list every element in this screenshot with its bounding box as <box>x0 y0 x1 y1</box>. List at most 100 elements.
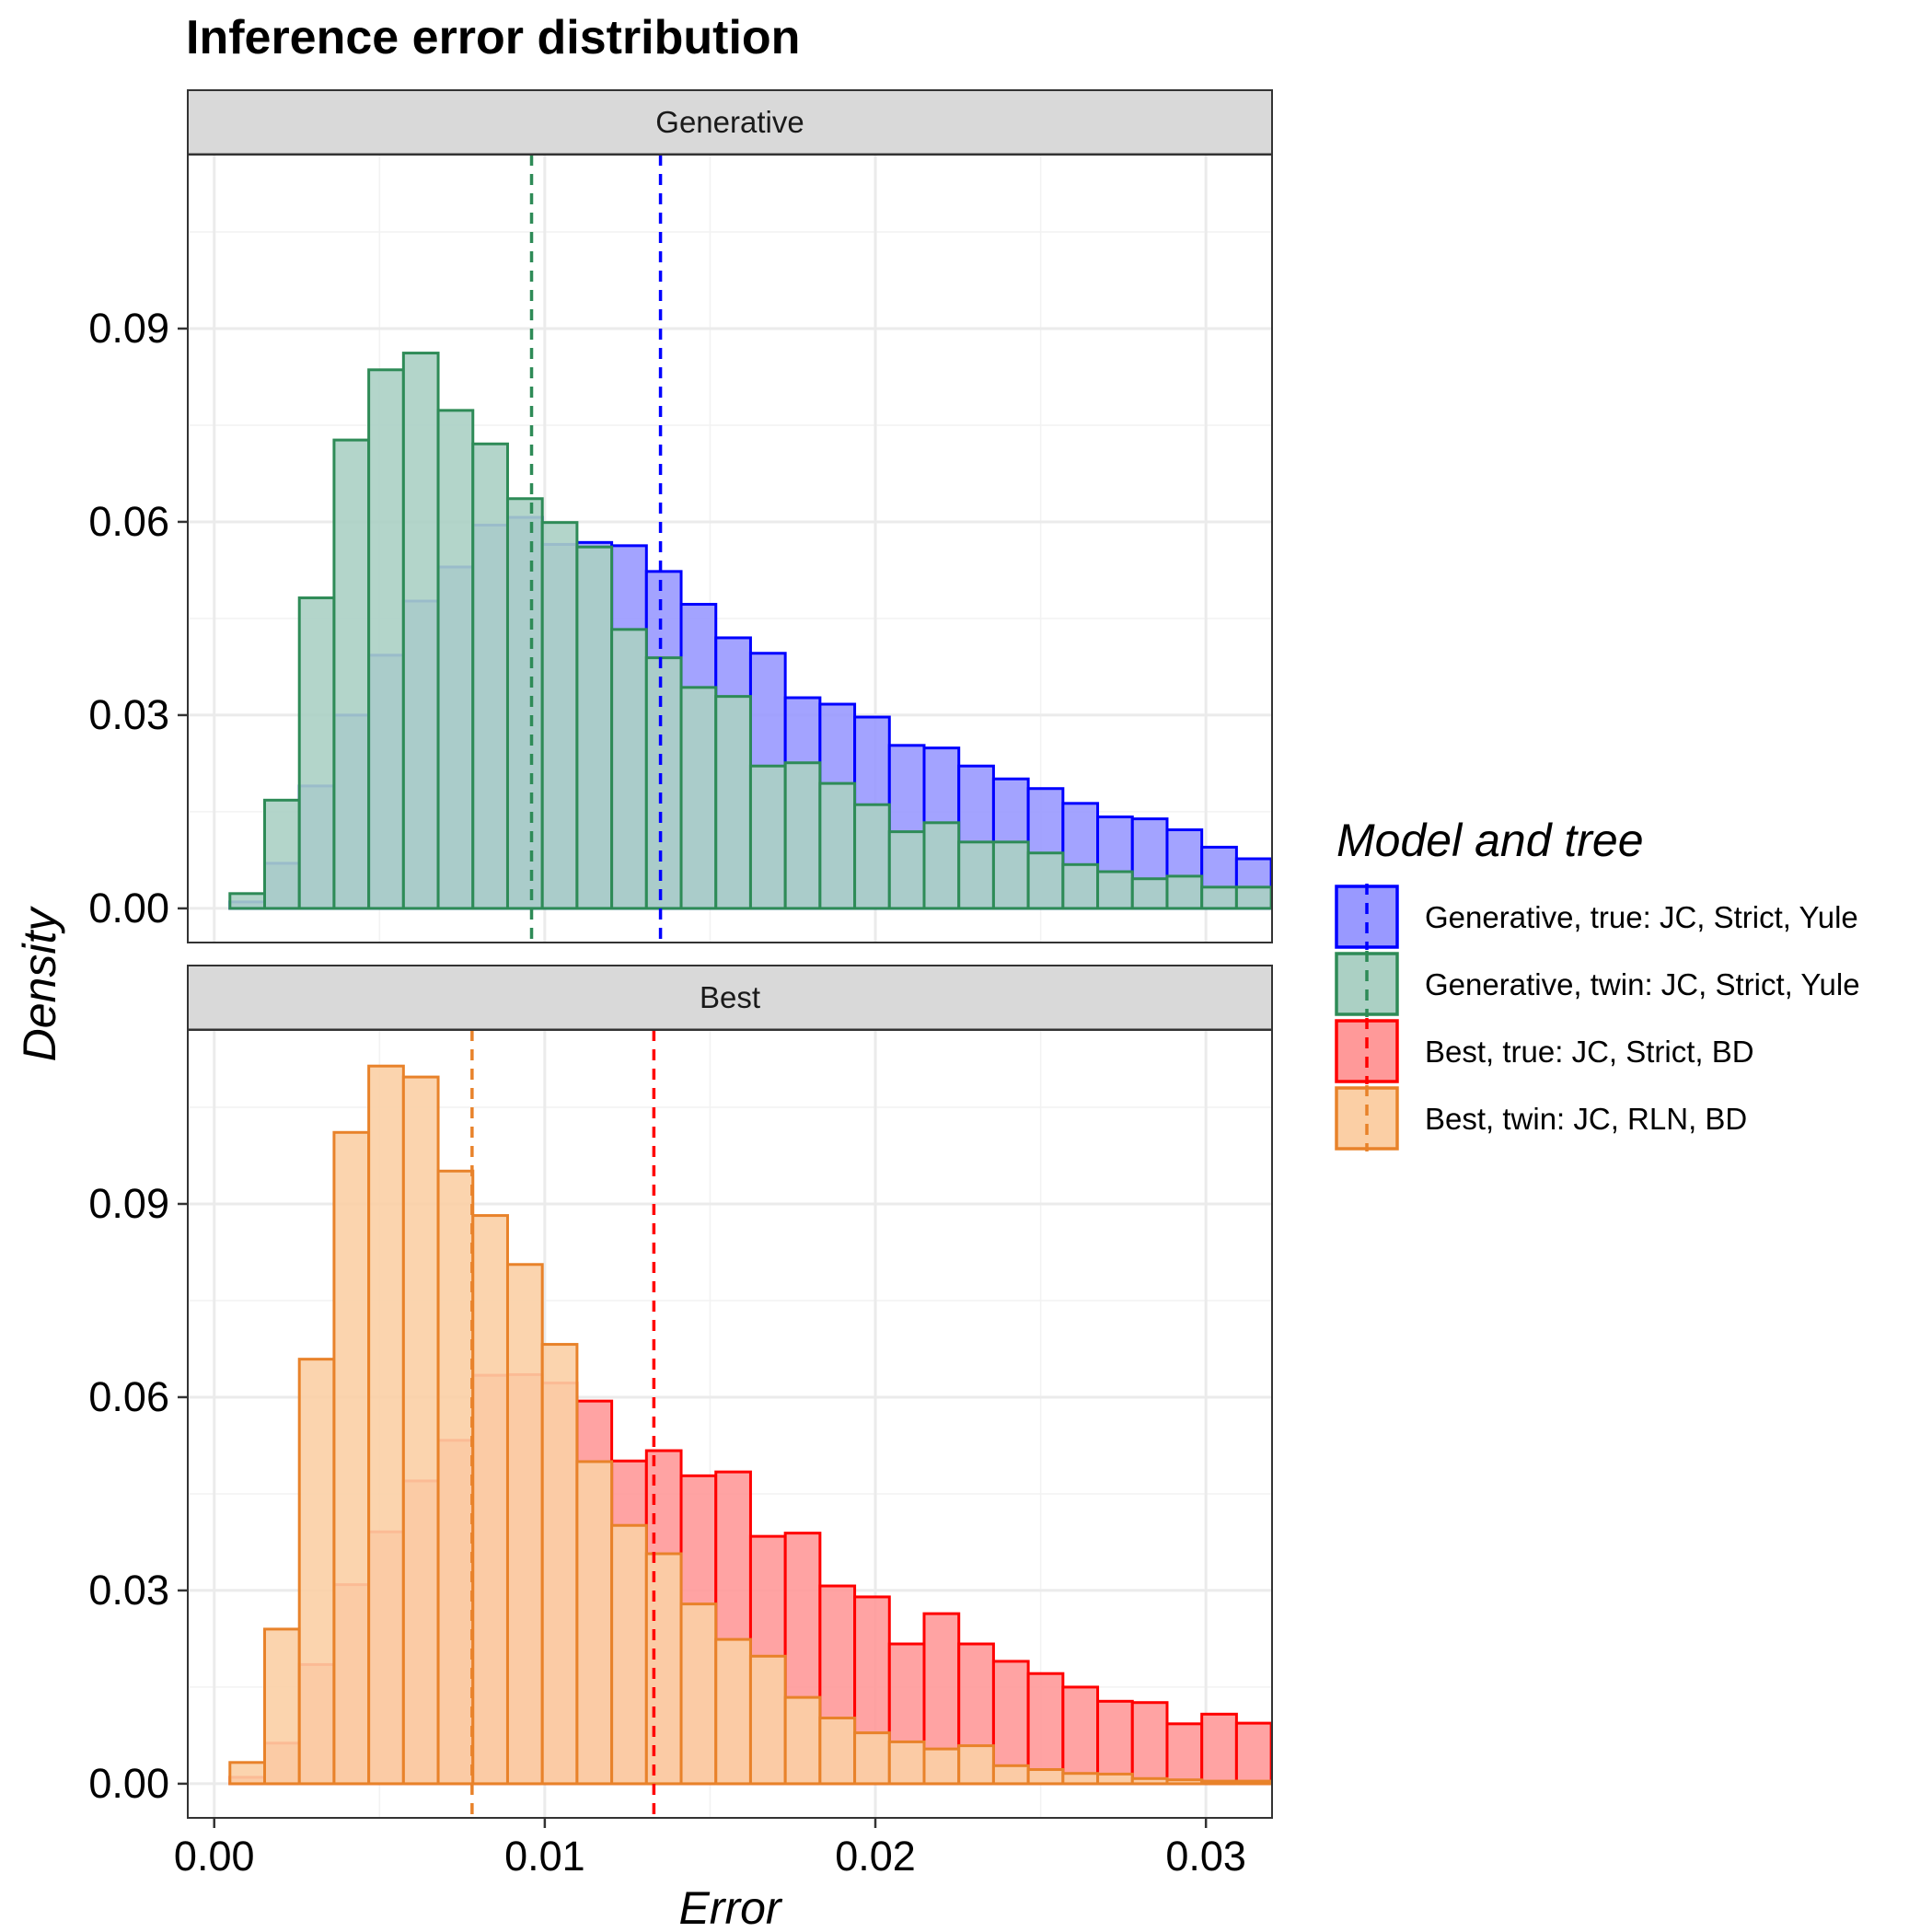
histogram-bar <box>1096 1772 1134 1786</box>
panel-strip-label: Best <box>700 980 760 1014</box>
histogram-bar <box>263 798 301 910</box>
histogram-bar <box>748 764 787 910</box>
legend-item: Generative, twin: JC, Strict, Yule <box>1335 951 1860 1017</box>
legend-label: Best, true: JC, Strict, BD <box>1425 1035 1754 1069</box>
histogram-bar <box>367 368 405 910</box>
panel-mean-lines <box>529 155 663 943</box>
histogram-bar <box>887 1740 926 1786</box>
histogram-bar <box>991 840 1030 910</box>
histogram-bar <box>540 521 579 910</box>
legend-key <box>1335 952 1399 1016</box>
histogram-bar <box>714 1637 752 1786</box>
histogram-bar <box>1026 1672 1065 1786</box>
x-axis-title: Error <box>678 1882 782 1932</box>
y-tick-label: 0.09 <box>88 1180 169 1227</box>
y-axis: 0.00 0.03 0.06 0.09 <box>88 305 188 931</box>
histogram-bar <box>505 497 544 910</box>
histogram-bar <box>297 596 336 910</box>
histogram-bar <box>297 1358 336 1786</box>
histogram-bar <box>1061 862 1100 910</box>
histogram-bar <box>1026 1768 1065 1786</box>
panel-mean-lines <box>470 1030 656 1818</box>
histogram-bar <box>610 628 648 910</box>
histogram-bar <box>818 1717 857 1786</box>
histogram-bar <box>679 686 718 910</box>
y-axis: 0.00 0.03 0.06 0.09 <box>88 1180 188 1807</box>
panel-bars <box>228 1064 1272 1786</box>
legend-label: Generative, twin: JC, Strict, Yule <box>1425 967 1860 1001</box>
histogram-bar <box>957 840 995 910</box>
histogram-bar <box>367 1064 405 1786</box>
histogram-bar <box>540 1343 579 1786</box>
histogram-bar <box>1130 1701 1169 1786</box>
y-tick-label: 0.00 <box>88 1760 169 1807</box>
x-axis: 0.00 0.01 0.02 0.03 <box>174 1818 1246 1880</box>
histogram-bar <box>922 1747 961 1786</box>
panel-strip-background <box>187 89 1273 156</box>
histogram-bar <box>228 892 267 910</box>
legend-item: Best, true: JC, Strict, BD <box>1335 1018 1754 1084</box>
panel-generative: Generative 0.00 0.03 0.06 0.09 <box>88 89 1273 943</box>
x-tick-label: 0.02 <box>835 1833 916 1880</box>
histogram-bar <box>1061 1685 1100 1786</box>
panel-strip-background <box>187 965 1273 1031</box>
histogram-bar <box>471 442 509 910</box>
x-tick-label: 0.01 <box>504 1833 585 1880</box>
histogram-bar <box>1165 1778 1204 1786</box>
histogram-bar <box>887 830 926 910</box>
panel-bars <box>228 352 1272 910</box>
histogram-bar <box>401 1075 440 1786</box>
histogram-bar <box>401 352 440 910</box>
histogram-bar <box>1165 874 1204 910</box>
panel-border <box>187 1029 1273 1819</box>
histogram-bar <box>1165 1722 1204 1786</box>
y-tick-label: 0.09 <box>88 305 169 352</box>
histogram-bar <box>679 1602 718 1786</box>
histogram-bar <box>714 695 752 910</box>
legend-key <box>1335 1086 1399 1151</box>
histogram-bar <box>644 1552 683 1786</box>
histogram-bar <box>644 656 683 910</box>
legend-item: Generative, true: JC, Strict, Yule <box>1335 884 1858 950</box>
histogram-bar <box>332 1130 371 1786</box>
histogram-bar <box>610 1523 648 1786</box>
histogram-bar <box>332 438 371 910</box>
histogram-bar <box>1130 1776 1169 1786</box>
histogram-bar <box>957 1744 995 1786</box>
x-tick-label: 0.03 <box>1165 1833 1246 1880</box>
histogram-bar <box>853 1731 891 1786</box>
histogram-bar <box>818 781 857 910</box>
histogram-bar <box>1234 1779 1272 1786</box>
histogram-bar <box>1026 851 1065 910</box>
legend-label: Generative, true: JC, Strict, Yule <box>1425 900 1858 934</box>
legend: Model and tree Generative, true: JC, Str… <box>1335 815 1860 1151</box>
chart-title: Inference error distribution <box>186 11 800 64</box>
histogram-bar <box>1200 1712 1238 1786</box>
y-tick-label: 0.06 <box>88 1373 169 1420</box>
histogram-bar <box>1234 1721 1272 1786</box>
y-tick-label: 0.03 <box>88 691 169 738</box>
histogram-bar <box>1096 870 1134 910</box>
histogram-bar <box>575 1460 614 1786</box>
panel-best: Best 0.00 0.03 0.06 0.09 <box>88 965 1273 1819</box>
legend-item: Best, twin: JC, RLN, BD <box>1335 1085 1747 1151</box>
y-axis-title: Density <box>14 906 65 1062</box>
histogram-bar <box>1234 885 1272 910</box>
legend-label: Best, twin: JC, RLN, BD <box>1425 1102 1747 1136</box>
legend-key <box>1335 1019 1399 1083</box>
histogram-bar <box>436 1169 475 1786</box>
y-tick-label: 0.06 <box>88 498 169 545</box>
legend-items: Generative, true: JC, Strict, Yule Genera… <box>1335 884 1860 1151</box>
y-tick-label: 0.00 <box>88 885 169 931</box>
histogram-bar <box>263 1627 301 1786</box>
legend-key <box>1335 885 1399 949</box>
histogram-bar <box>853 803 891 910</box>
histogram-bar <box>471 1214 509 1786</box>
histogram-bar <box>922 821 961 910</box>
x-tick-label: 0.00 <box>174 1833 255 1880</box>
y-tick-label: 0.03 <box>88 1567 169 1614</box>
histogram-bar <box>1096 1699 1134 1786</box>
histogram-bar <box>1200 1779 1238 1786</box>
histogram-bar <box>1130 877 1169 910</box>
